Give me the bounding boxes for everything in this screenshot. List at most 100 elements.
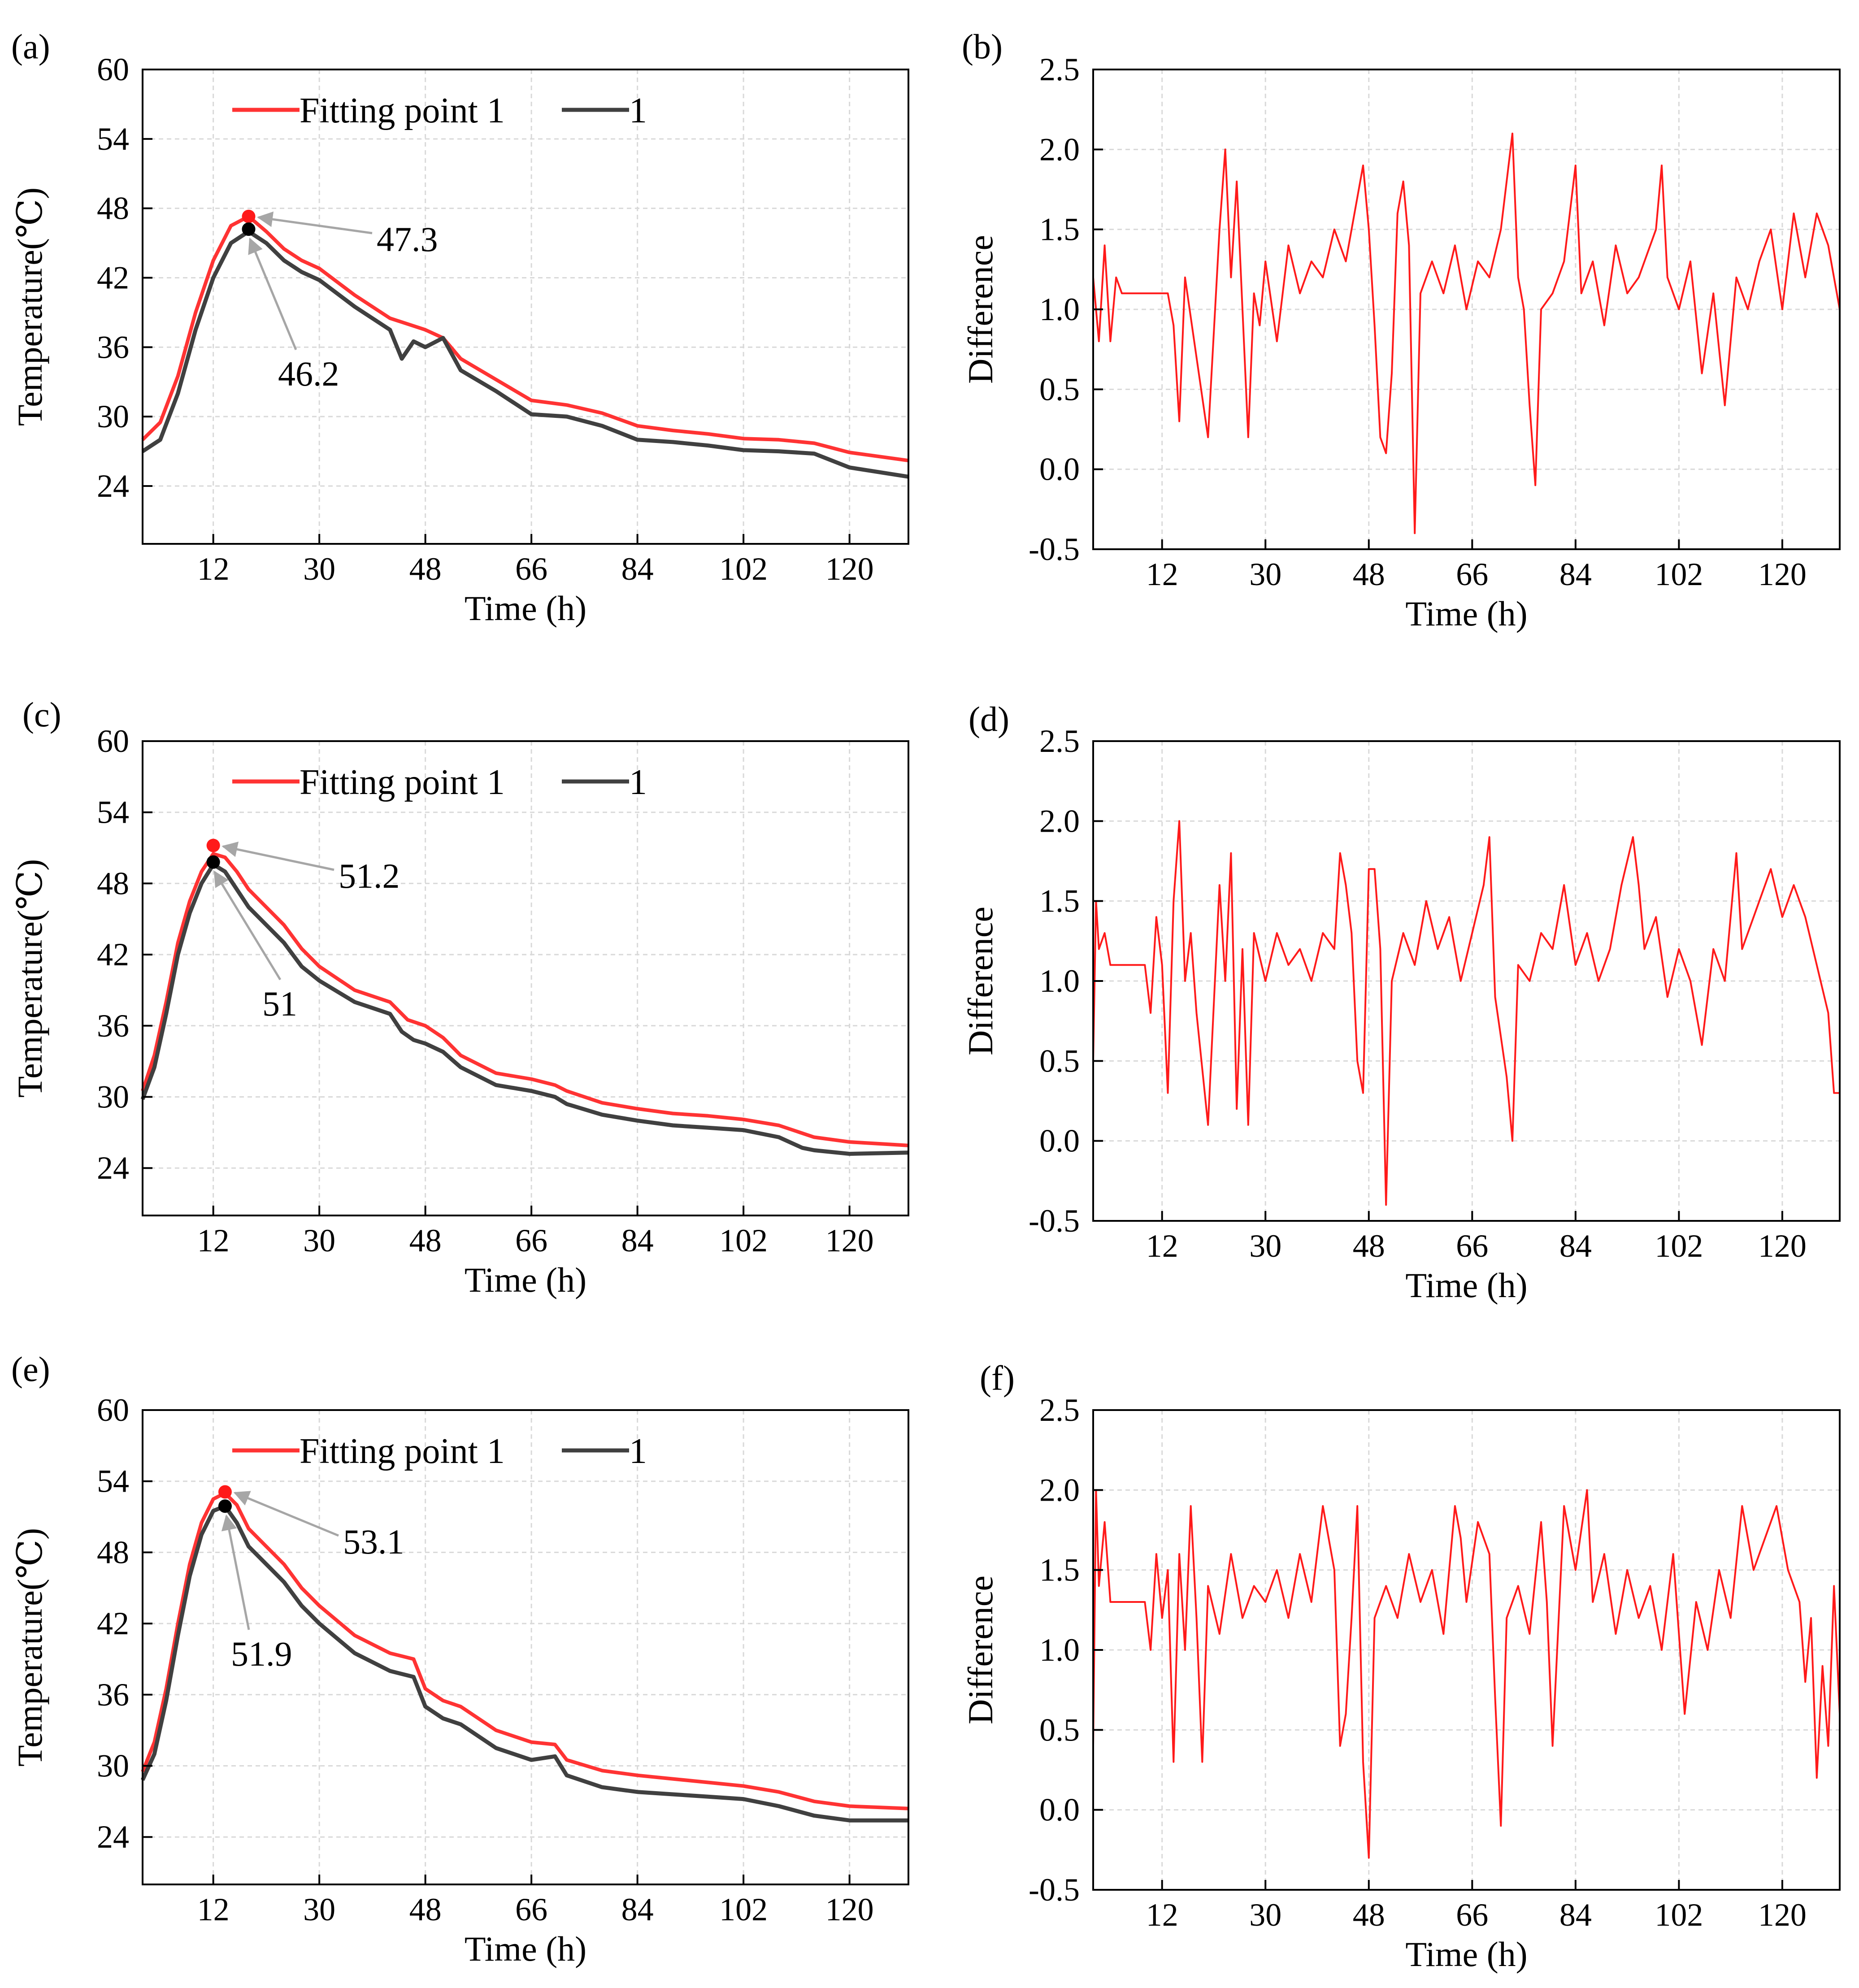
x-tick-label: 66 <box>1456 1897 1488 1933</box>
y-axis-title: Difference <box>961 907 1000 1055</box>
y-tick-label: 1.0 <box>1039 291 1080 327</box>
x-tick-label: 48 <box>409 551 442 587</box>
fitting-peak-marker <box>206 838 220 852</box>
y-tick-label: 60 <box>97 52 129 87</box>
y-tick-label: 54 <box>97 121 129 157</box>
x-tick-label: 102 <box>719 1892 768 1927</box>
y-tick-label: 42 <box>97 1606 129 1641</box>
legend-label-measured: 1 <box>629 91 647 130</box>
y-tick-label: -0.5 <box>1029 531 1080 567</box>
y-tick-label: 48 <box>97 1534 129 1570</box>
series-line-measured <box>140 1504 908 1823</box>
annotation-label: 47.3 <box>377 220 438 259</box>
y-tick-label: 2.5 <box>1039 52 1080 87</box>
y-tick-label: 2.5 <box>1039 723 1080 759</box>
x-axis-title: Time (h) <box>1405 1935 1527 1974</box>
x-tick-label: 48 <box>1353 1897 1385 1933</box>
y-tick-label: 54 <box>97 1463 129 1499</box>
y-tick-label: 36 <box>97 1008 129 1044</box>
panel-f: 12 30 48 66 84 102 120 -0.5 0.0 0.5 1.0 1.5 2.0 2.5 Ti… <box>961 1359 1841 1974</box>
x-tick-label: 84 <box>621 1892 654 1927</box>
y-axis-title: Difference <box>961 235 1000 384</box>
x-tick-label: 30 <box>303 551 335 587</box>
y-tick-label: 60 <box>97 1392 129 1428</box>
x-tick-label: 102 <box>1655 1897 1703 1933</box>
y-tick-label: 2.0 <box>1039 803 1080 839</box>
x-tick-label: 48 <box>1353 1228 1385 1264</box>
y-tick-label: 0.5 <box>1039 1712 1080 1748</box>
annotation-arrow <box>222 842 334 871</box>
x-tick-label: 84 <box>1559 1897 1592 1933</box>
x-tick-label: 48 <box>409 1223 442 1259</box>
y-tick-label: 30 <box>97 1748 129 1784</box>
annotation-label: 46.2 <box>278 354 339 393</box>
x-tick-label: 120 <box>1758 1228 1807 1264</box>
panel-label: (e) <box>11 1350 50 1389</box>
x-axis-title: Time (h) <box>465 1260 586 1299</box>
panel-label: (d) <box>969 699 1009 738</box>
x-tick-label: 30 <box>1249 556 1281 592</box>
x-tick-label: 84 <box>1559 1228 1592 1264</box>
x-tick-label: 30 <box>1249 1897 1281 1933</box>
y-tick-label: 0.5 <box>1039 371 1080 407</box>
measured-peak-marker <box>218 1499 232 1513</box>
y-tick-label: 1.5 <box>1039 212 1080 247</box>
annotation-arrow <box>248 237 297 350</box>
panel-label: (f) <box>980 1359 1015 1398</box>
y-tick-label: 0.5 <box>1039 1043 1080 1079</box>
series-line-difference <box>1092 1489 1841 1859</box>
panel-c: 12 30 48 66 84 102 120 24 30 36 42 48 54 60 Time (h) Te… <box>10 695 909 1299</box>
x-tick-label: 102 <box>719 551 768 587</box>
measured-peak-marker <box>206 855 220 869</box>
annotation-label: 51.9 <box>231 1634 292 1673</box>
series-line-difference <box>1092 132 1841 534</box>
y-tick-label: 36 <box>97 1677 129 1713</box>
y-tick-label: 0.0 <box>1039 1792 1080 1828</box>
fitting-peak-marker <box>242 209 256 223</box>
y-tick-label: 24 <box>97 468 129 504</box>
x-tick-label: 12 <box>1146 1897 1178 1933</box>
y-tick-label: 2.5 <box>1039 1392 1080 1428</box>
x-tick-label: 120 <box>1758 556 1807 592</box>
legend-label-measured: 1 <box>629 1432 647 1471</box>
x-tick-label: 66 <box>515 1892 547 1927</box>
y-tick-label: -0.5 <box>1029 1872 1080 1908</box>
x-axis-title: Time (h) <box>465 589 586 628</box>
legend-label-fitting: Fitting point 1 <box>300 763 505 802</box>
y-tick-label: 48 <box>97 865 129 901</box>
panel-d: 12 30 48 66 84 102 120 -0.5 0.0 0.5 1.0 1.5 2.0 2.5 Ti… <box>961 699 1841 1305</box>
annotation-arrow <box>257 211 373 234</box>
x-tick-label: 12 <box>1146 1228 1178 1264</box>
x-tick-label: 48 <box>409 1892 442 1927</box>
annotation-label: 53.1 <box>343 1522 404 1561</box>
y-tick-label: 1.5 <box>1039 883 1080 919</box>
y-tick-label: 2.0 <box>1039 1472 1080 1508</box>
panel-label: (c) <box>22 695 61 734</box>
y-tick-label: -0.5 <box>1029 1203 1080 1239</box>
x-axis-title: Time (h) <box>1405 1266 1527 1305</box>
plot-frame <box>142 69 909 545</box>
x-tick-label: 12 <box>197 1892 230 1927</box>
series-line-fitting <box>141 214 909 463</box>
y-axis-title: Temperature(℃) <box>10 1528 49 1767</box>
panel-label: (a) <box>11 27 50 66</box>
x-tick-label: 66 <box>515 551 547 587</box>
x-tick-label: 30 <box>1249 1228 1281 1264</box>
annotation-arrow <box>221 1514 250 1630</box>
fitting-peak-marker <box>218 1485 232 1499</box>
panel-b: 12 30 48 66 84 102 120 -0.5 0.0 0.5 1.0 1.5 2.0 2.5 Ti… <box>961 27 1841 633</box>
x-tick-label: 48 <box>1353 556 1385 592</box>
annotation-label: 51 <box>262 984 297 1023</box>
x-tick-label: 84 <box>1559 556 1592 592</box>
x-tick-label: 120 <box>1758 1897 1807 1933</box>
series-line-fitting <box>141 852 909 1147</box>
x-tick-label: 102 <box>1655 1228 1703 1264</box>
x-tick-label: 12 <box>1146 556 1178 592</box>
annotation-arrow <box>233 1491 339 1537</box>
y-tick-label: 42 <box>97 260 129 295</box>
x-tick-label: 66 <box>515 1223 547 1259</box>
x-tick-label: 84 <box>621 551 654 587</box>
series-line-measured <box>141 229 909 479</box>
x-tick-label: 102 <box>1655 556 1703 592</box>
